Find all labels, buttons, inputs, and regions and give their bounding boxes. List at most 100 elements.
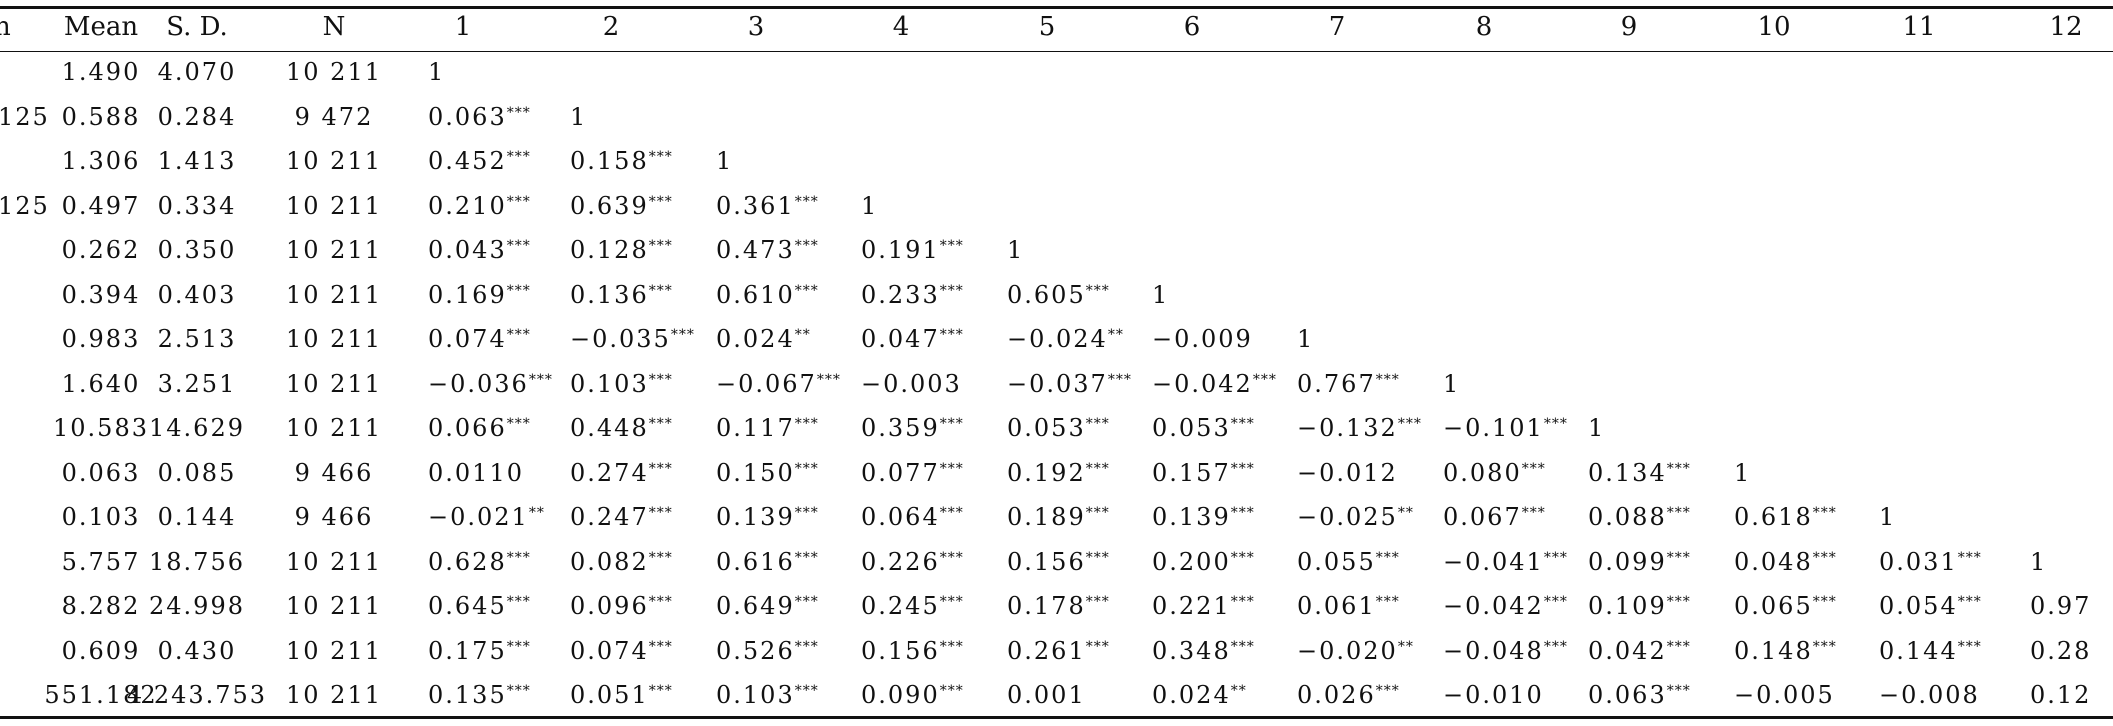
correlation-value: 0.28 bbox=[2030, 636, 2092, 665]
correlation-value: 0.452 bbox=[428, 147, 507, 175]
correlation-value: 0.053 bbox=[1152, 414, 1231, 442]
row-label: 125 bbox=[0, 191, 50, 220]
correlation-cell: −0.101*** bbox=[1443, 414, 1568, 442]
correlation-value: −0.037 bbox=[1007, 369, 1108, 398]
correlation-cell: 0.200*** bbox=[1152, 548, 1255, 576]
correlation-value: −0.012 bbox=[1297, 458, 1398, 487]
correlation-cell: 0.136*** bbox=[570, 281, 673, 309]
correlation-value: 0.148 bbox=[1734, 636, 1813, 665]
correlation-cell: 0.178*** bbox=[1007, 592, 1110, 620]
correlation-cell: 0.103*** bbox=[716, 681, 819, 709]
significance-marker: *** bbox=[1230, 460, 1255, 477]
correlation-value: 0.055 bbox=[1297, 547, 1376, 576]
significance-marker: *** bbox=[794, 549, 819, 566]
correlation-cell: 0.526*** bbox=[716, 637, 819, 665]
significance-marker: *** bbox=[794, 460, 819, 477]
correlation-cell: 1 bbox=[1443, 370, 1460, 398]
correlation-cell: 0.169*** bbox=[428, 281, 531, 309]
significance-marker: *** bbox=[1957, 594, 1982, 610]
correlation-cell: 0.066*** bbox=[428, 414, 531, 442]
correlation-cell: 0.047*** bbox=[861, 325, 964, 353]
significance-marker: *** bbox=[1957, 638, 1982, 655]
correlation-cell: 0.051*** bbox=[570, 681, 673, 709]
correlation-value: −0.021 bbox=[428, 503, 529, 531]
correlation-value: 0.150 bbox=[716, 458, 795, 487]
correlation-value: 0.178 bbox=[1007, 592, 1086, 620]
correlation-cell: 0.053*** bbox=[1152, 414, 1255, 442]
correlation-cell: 0.065*** bbox=[1734, 592, 1837, 620]
significance-marker: *** bbox=[1230, 594, 1255, 610]
correlation-cell: 0.001 bbox=[1007, 681, 1086, 709]
significance-marker: *** bbox=[1375, 549, 1400, 566]
correlation-value: 0.359 bbox=[861, 414, 940, 442]
correlation-value: −0.003 bbox=[861, 369, 962, 398]
header-rule bbox=[0, 51, 2113, 52]
n-cell: 9 466 bbox=[294, 503, 374, 531]
correlation-value: −0.008 bbox=[1879, 681, 1980, 709]
correlation-value: 0.064 bbox=[861, 503, 940, 531]
mean-cell: 0.262 bbox=[61, 236, 141, 264]
correlation-value: 0.233 bbox=[861, 280, 940, 309]
n-cell: 10 211 bbox=[286, 681, 382, 709]
significance-marker: *** bbox=[1543, 549, 1568, 566]
sd-cell: 24.998 bbox=[149, 592, 245, 620]
correlation-cell: 0.077*** bbox=[861, 459, 964, 487]
sd-cell: 1.413 bbox=[157, 147, 237, 175]
correlation-cell: 0.117*** bbox=[716, 414, 819, 442]
n-cell: 9 466 bbox=[294, 458, 374, 487]
correlation-value: 0.074 bbox=[428, 325, 507, 353]
correlation-value: 0.158 bbox=[570, 147, 649, 175]
correlation-cell: −0.042*** bbox=[1152, 370, 1277, 398]
correlation-cell: 0.150*** bbox=[716, 459, 819, 487]
correlation-cell: 0.610*** bbox=[716, 281, 819, 309]
correlation-cell: 0.12 bbox=[2030, 681, 2091, 709]
correlation-value: 0.080 bbox=[1443, 458, 1522, 487]
correlation-value: 0.191 bbox=[861, 236, 940, 264]
mean-cell: 0.103 bbox=[61, 503, 141, 531]
significance-marker: *** bbox=[648, 238, 673, 254]
correlation-value: −0.005 bbox=[1734, 681, 1835, 709]
significance-marker: *** bbox=[648, 193, 673, 210]
sd-cell: 0.144 bbox=[157, 503, 237, 531]
significance-marker: *** bbox=[1230, 549, 1255, 566]
significance-marker: *** bbox=[1085, 594, 1110, 610]
n-cell: 10 211 bbox=[286, 547, 382, 576]
n-cell: 10 211 bbox=[286, 325, 382, 353]
correlation-value: 0.024 bbox=[716, 325, 795, 353]
significance-marker: *** bbox=[1107, 371, 1132, 388]
correlation-cell: 0.156*** bbox=[1007, 548, 1110, 576]
correlation-cell: 0.605*** bbox=[1007, 281, 1110, 309]
correlation-value: 0.139 bbox=[1152, 503, 1231, 531]
significance-marker: *** bbox=[1666, 460, 1691, 477]
mean-cell: 0.588 bbox=[61, 102, 141, 131]
correlation-value: 1 bbox=[1297, 325, 1315, 353]
header-cell-var-9: 9 bbox=[1620, 12, 1638, 42]
correlation-cell: 0.055*** bbox=[1297, 548, 1400, 576]
correlation-value: 0.082 bbox=[570, 547, 649, 576]
mean-cell: 0.609 bbox=[61, 636, 141, 665]
correlation-cell: 0.0110 bbox=[428, 459, 524, 487]
correlation-value: 1 bbox=[1588, 414, 1606, 442]
significance-marker: *** bbox=[939, 549, 964, 566]
correlation-cell: 1 bbox=[1879, 503, 1896, 531]
correlation-value: −0.042 bbox=[1443, 592, 1544, 620]
correlation-value: 0.274 bbox=[570, 458, 649, 487]
mean-cell: 0.497 bbox=[61, 191, 141, 220]
correlation-cell: 0.359*** bbox=[861, 414, 964, 442]
correlation-cell: 0.064*** bbox=[861, 503, 964, 531]
correlation-value: 0.618 bbox=[1734, 503, 1813, 531]
correlation-cell: 1 bbox=[1588, 414, 1605, 442]
significance-marker: *** bbox=[1521, 505, 1546, 521]
header-cell-var-4: 4 bbox=[892, 12, 910, 42]
correlation-cell: 0.618*** bbox=[1734, 503, 1837, 531]
correlation-cell: 0.97 bbox=[2030, 592, 2091, 620]
correlation-value: 0.054 bbox=[1879, 592, 1958, 620]
correlation-cell: 0.767*** bbox=[1297, 370, 1400, 398]
significance-marker: *** bbox=[506, 549, 531, 566]
correlation-cell: 0.048*** bbox=[1734, 548, 1837, 576]
correlation-value: 0.156 bbox=[861, 636, 940, 665]
correlation-cell: 0.099*** bbox=[1588, 548, 1691, 576]
correlation-value: −0.041 bbox=[1443, 547, 1544, 576]
n-cell: 10 211 bbox=[286, 236, 382, 264]
correlation-value: 0.348 bbox=[1152, 636, 1231, 665]
